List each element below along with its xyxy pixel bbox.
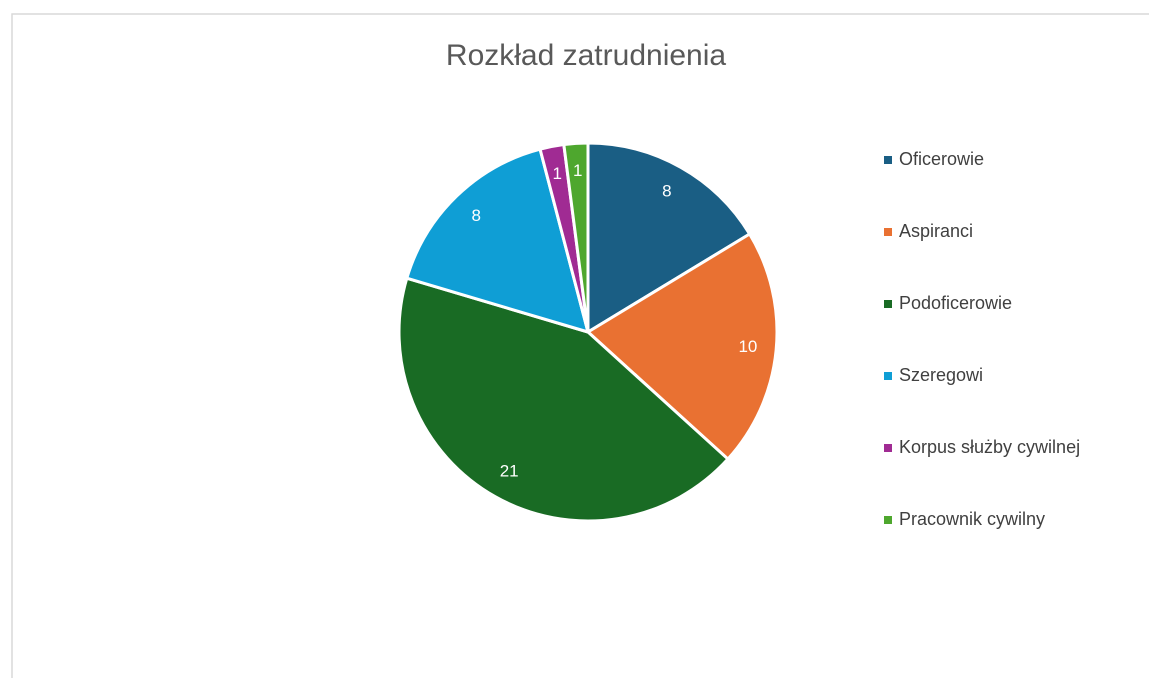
pie-slice [562, 141, 590, 333]
data-label: 8 [472, 206, 481, 225]
pie-slice [397, 276, 731, 523]
legend-swatch [884, 444, 892, 452]
pie-slice [585, 231, 779, 462]
data-label: 21 [500, 461, 519, 480]
legend-label: Aspiranci [899, 221, 973, 241]
legend-swatch [884, 300, 892, 308]
pie-slice [404, 147, 591, 335]
legend-swatch [884, 372, 892, 380]
legend-swatch [884, 228, 892, 236]
pie-slice [586, 141, 752, 335]
legend-label: Oficerowie [899, 149, 984, 169]
legend-label: Podoficerowie [899, 293, 1012, 313]
data-label: 8 [662, 182, 671, 201]
legend-label: Pracownik cywilny [899, 509, 1045, 529]
legend-label: Szeregowi [899, 365, 983, 385]
data-label: 1 [553, 164, 562, 183]
data-label: 10 [738, 337, 757, 356]
data-label: 1 [573, 161, 582, 180]
legend-label: Korpus służby cywilnej [899, 437, 1080, 457]
legend-swatch [884, 156, 892, 164]
chart-title: Rozkład zatrudnienia [446, 39, 726, 72]
legend-swatch [884, 516, 892, 524]
